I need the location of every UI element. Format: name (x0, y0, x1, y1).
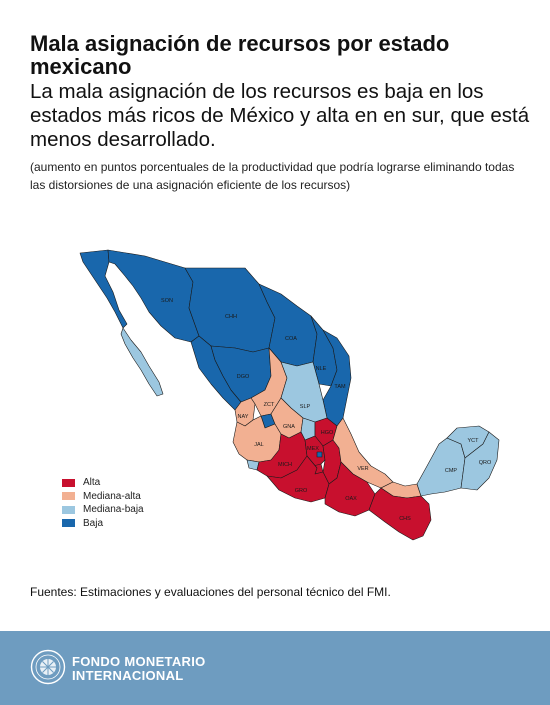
label-slp: SLP (300, 404, 311, 410)
label-gro: GRO (295, 488, 308, 494)
imf-wordmark: FONDO MONETARIO INTERNACIONAL (72, 655, 206, 683)
label-mic: MICH (278, 462, 292, 468)
legend-swatch (62, 519, 75, 528)
state-bcs (120, 327, 164, 397)
imf-name-line2: INTERNACIONAL (72, 668, 184, 683)
legend-item-baja: Baja (62, 517, 144, 531)
label-gto: GNA (283, 424, 295, 430)
label-dgo: DGO (237, 374, 250, 380)
label-mex: MEX (307, 446, 319, 452)
legend-swatch (62, 478, 75, 487)
label-jal: JAL (254, 442, 263, 448)
state-gro (266, 455, 330, 503)
legend-item-mediana-baja: Mediana-baja (62, 503, 144, 517)
label-oax: OAX (345, 496, 357, 502)
imf-name-line1: FONDO MONETARIO (72, 654, 206, 669)
label-nle: NLE (316, 366, 327, 372)
legend-label: Mediana-baja (83, 504, 144, 516)
label-chs: CHS (399, 516, 411, 522)
label-coa: COA (285, 336, 297, 342)
legend-label: Mediana-alta (83, 490, 141, 502)
state-cmp (416, 437, 466, 497)
state-son (107, 249, 200, 343)
mexico-state-map: SON CHH COA NLE TAM DGO ZCT SLP NAY JAL … (79, 249, 500, 541)
legend-label: Alta (83, 477, 101, 489)
label-zac: ZCT (264, 402, 275, 408)
legend-item-alta: Alta (62, 476, 144, 490)
footer-bar: FONDO MONETARIO INTERNACIONAL (0, 631, 550, 705)
label-nay: NAY (238, 414, 249, 420)
label-qroo: QRO (479, 460, 492, 466)
units-note: (aumento en puntos porcentuales de la pr… (30, 160, 515, 192)
label-ver: VER (357, 466, 368, 472)
state-df (316, 451, 323, 458)
label-tam: TAM (334, 384, 346, 390)
state-qroo (460, 431, 500, 491)
label-cmp: CMP (445, 468, 458, 474)
sources-note: Fuentes: Estimaciones y evaluaciones del… (30, 585, 391, 599)
label-hgo: HGO (321, 430, 334, 436)
state-bc (79, 249, 128, 329)
legend-label: Baja (83, 517, 104, 529)
state-chs (368, 487, 432, 541)
label-chh: CHH (225, 314, 237, 320)
label-son: SON (161, 298, 173, 304)
legend-swatch (62, 492, 75, 501)
legend-item-mediana-alta: Mediana-alta (62, 490, 144, 504)
page-subtitle: La mala asignación de los recursos es ba… (30, 80, 530, 151)
legend-swatch (62, 505, 75, 514)
page-title: Mala asignación de recursos por estado m… (30, 31, 450, 79)
label-yuc: YCT (468, 438, 480, 444)
imf-seal-icon (30, 649, 66, 685)
map-legend: Alta Mediana-alta Mediana-baja Baja (62, 476, 144, 530)
